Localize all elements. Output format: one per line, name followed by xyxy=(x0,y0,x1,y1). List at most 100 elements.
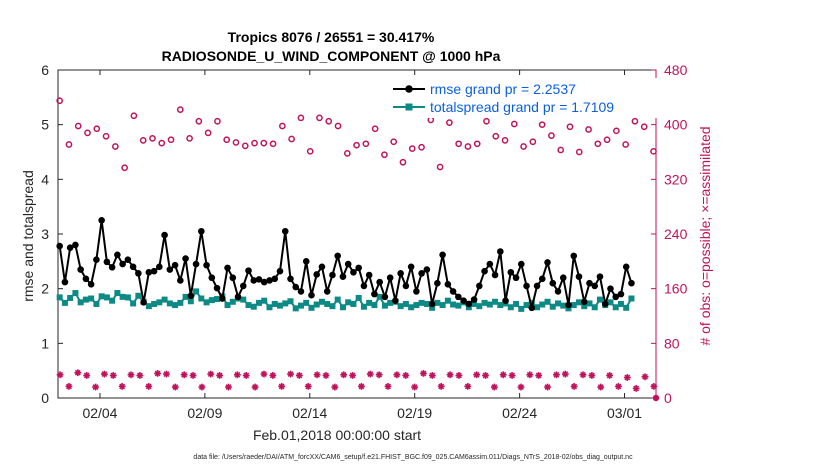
totalspread-point xyxy=(486,301,493,308)
obs-assimilated-point xyxy=(579,371,587,379)
rmse-point xyxy=(512,274,520,282)
rmse-point xyxy=(601,300,609,308)
obs-assimilated-point xyxy=(535,372,543,379)
obs-assimilated-point xyxy=(349,372,356,379)
totalspread-point xyxy=(256,299,263,306)
rmse-point xyxy=(418,270,425,277)
obs-possible-point xyxy=(613,127,620,135)
left-tick-label: 2 xyxy=(41,281,49,297)
obs-assimilated-point xyxy=(92,383,99,391)
rmse-point xyxy=(386,274,394,282)
totalspread-point xyxy=(439,302,446,309)
obs-assimilated-point xyxy=(420,370,427,377)
obs-assimilated-point xyxy=(136,372,144,379)
totalspread-point xyxy=(261,297,268,304)
rmse-point xyxy=(72,241,79,249)
obs-possible-point xyxy=(371,125,379,133)
totalspread-point xyxy=(229,298,236,305)
obs-assimilated-point xyxy=(411,383,419,391)
totalspread-point xyxy=(434,299,441,306)
rmse-point xyxy=(177,277,184,284)
totalspread-point xyxy=(130,300,137,307)
rmse-point xyxy=(224,264,231,272)
totalspread-point xyxy=(450,301,457,308)
obs-possible-point xyxy=(186,134,193,142)
obs-possible-point xyxy=(418,143,425,151)
left-tick-label: 3 xyxy=(41,226,49,242)
footnote: data file: /Users/raeder/DAI/ATM_forcXX/… xyxy=(193,454,633,461)
rmse-point xyxy=(544,259,551,266)
rmse-point xyxy=(355,264,362,272)
totalspread-point xyxy=(329,303,336,310)
obs-possible-point xyxy=(102,132,110,140)
rmse-point xyxy=(255,276,263,283)
legend: rmse grand pr = 2.2537 totalspread grand… xyxy=(393,78,661,118)
rmse-point xyxy=(502,297,509,304)
rmse-point xyxy=(612,293,620,301)
totalspread-point xyxy=(124,294,131,301)
rmse-point xyxy=(234,293,242,301)
totalspread-point xyxy=(444,297,451,304)
totalspread-point xyxy=(240,296,247,303)
obs-assimilated-point xyxy=(499,371,507,379)
rmse-point xyxy=(476,282,483,290)
left-axis-ticks: 0 1 2 3 4 5 6 xyxy=(41,62,63,406)
totalspread-point xyxy=(455,302,462,309)
obs-assimilated-point xyxy=(650,382,658,390)
obs-assimilated-point xyxy=(588,372,596,379)
rmse-point xyxy=(444,280,452,288)
rmse-point xyxy=(145,268,153,276)
obs-assimilated-point xyxy=(233,371,241,379)
obs-possible-point xyxy=(223,136,231,144)
rmse-point xyxy=(465,300,473,308)
rmse-point xyxy=(302,258,310,265)
x-tick-label: 02/19 xyxy=(397,405,432,421)
rmse-point xyxy=(124,256,132,263)
totalspread-point xyxy=(492,298,499,305)
totalspread-point xyxy=(324,300,331,307)
totalspread-point xyxy=(381,302,388,309)
rmse-point xyxy=(87,280,95,288)
x-tick-label: 03/01 xyxy=(607,405,642,421)
rmse-point xyxy=(239,282,247,290)
rmse-point xyxy=(281,227,289,235)
obs-possible-point xyxy=(473,140,481,148)
totalspread-point xyxy=(528,299,535,306)
x-tick-label: 02/09 xyxy=(187,405,222,421)
obs-assimilated-point xyxy=(428,372,436,379)
left-tick-label: 0 xyxy=(41,390,49,406)
rmse-point xyxy=(360,282,368,290)
totalspread-point xyxy=(350,300,357,307)
chart-title-line2: RADIOSONDE_U_WIND_COMPONENT @ 1000 hPa xyxy=(162,48,501,64)
obs-assimilated-point xyxy=(251,383,259,391)
obs-possible-point xyxy=(650,147,657,155)
obs-possible-point xyxy=(427,116,435,124)
rmse-point xyxy=(187,292,195,300)
totalspread-point xyxy=(596,296,603,303)
legend-spread-label: totalspread grand pr = 1.7109 xyxy=(430,99,614,115)
obs-possible-point xyxy=(204,129,212,137)
left-tick-label: 5 xyxy=(41,117,49,133)
obs-assimilated-point xyxy=(180,371,188,379)
totalspread-point xyxy=(360,303,367,310)
totalspread-point xyxy=(114,290,121,297)
rmse-point xyxy=(308,291,315,299)
obs-assimilated-point xyxy=(455,372,463,379)
totalspread-point xyxy=(308,304,315,311)
rmse-point xyxy=(413,288,420,295)
obs-assimilated-point xyxy=(508,372,516,379)
rmse-point xyxy=(208,274,216,282)
rmse-point xyxy=(381,293,389,301)
rmse-point xyxy=(460,297,467,304)
rmse-point xyxy=(56,242,63,250)
rmse-point xyxy=(439,251,446,259)
rmse-point xyxy=(213,284,221,292)
obs-assimilated-point xyxy=(331,383,339,391)
rmse-point xyxy=(161,231,168,239)
totalspread-point xyxy=(575,299,582,306)
rmse-point xyxy=(538,275,546,283)
obs-assimilated-point xyxy=(260,370,268,378)
obs-possible-point xyxy=(464,143,472,150)
totalspread-point xyxy=(156,299,163,306)
